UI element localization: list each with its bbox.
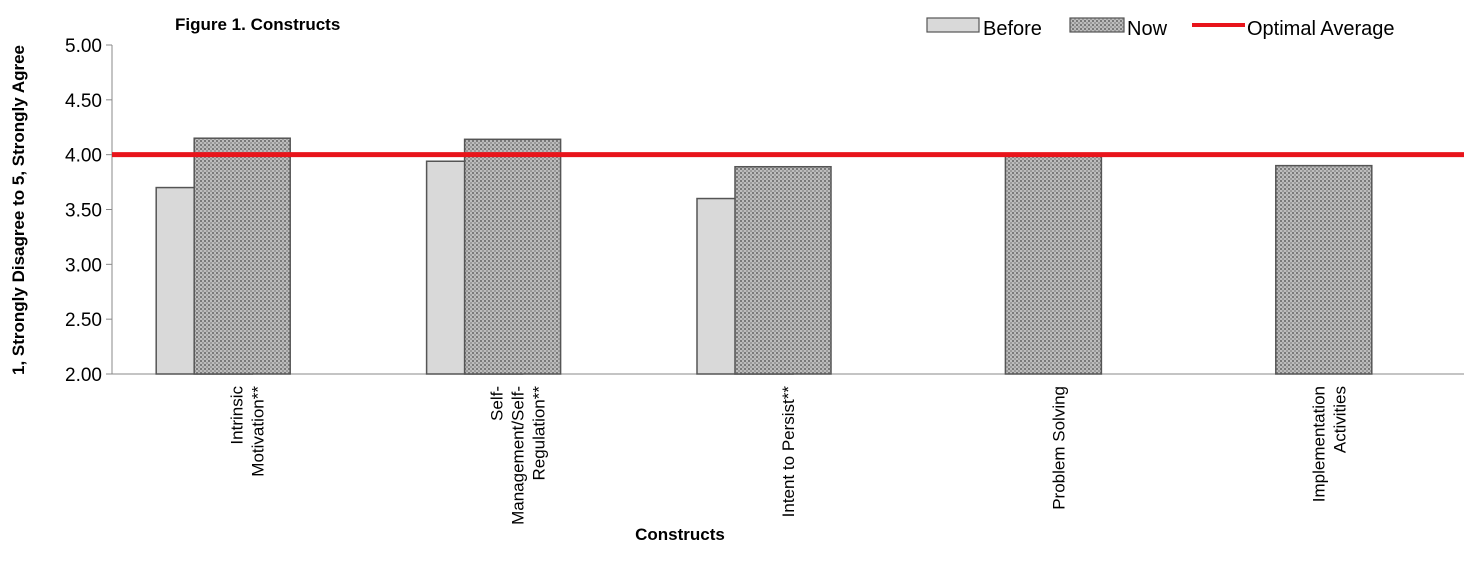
axes: 2.00 2.50 3.00 3.50 4.00 4.50 5.00 (65, 36, 1464, 386)
x-axis-title: Constructs (635, 525, 725, 544)
category-label-line: Intent to Persist** (779, 386, 798, 518)
bars (155, 137, 1373, 375)
y-tick-label: 2.00 (65, 365, 102, 386)
y-tick-label: 2.50 (65, 310, 102, 331)
category-label-line: Self- (488, 386, 507, 421)
legend-swatch-now (1069, 17, 1125, 33)
y-tick-label: 3.50 (65, 201, 102, 222)
bar-now (734, 165, 832, 375)
category-label-line: Implementation (1309, 386, 1328, 502)
y-tick-label: 3.00 (65, 255, 102, 276)
chart-title: Figure 1. Constructs (175, 15, 340, 34)
category-label-line: Problem Solving (1049, 386, 1068, 510)
legend-label-now: Now (1127, 18, 1168, 40)
category-label: Intrinsic Motivation** (228, 386, 268, 477)
category-label: Problem Solving (1049, 386, 1068, 510)
category-label: Intent to Persist** (779, 386, 798, 518)
category-label-line: Activities (1330, 386, 1349, 453)
category-label: Self- Management/Self- Regulation** (488, 386, 549, 525)
y-tick-label: 4.00 (65, 146, 102, 167)
y-axis-title: 1, Strongly Disagree to 5, Strongly Agre… (9, 45, 28, 375)
legend-label-before: Before (983, 18, 1042, 40)
bar-now (193, 137, 291, 375)
bar-now (1275, 164, 1373, 375)
category-labels: Intrinsic Motivation** Self- Management/Sel… (228, 386, 1350, 525)
category-label-line: Regulation** (530, 386, 549, 481)
category-label-line: Motivation** (249, 386, 268, 477)
legend: Before Now Optimal Average (926, 17, 1395, 40)
legend-label-optimal: Optimal Average (1247, 18, 1395, 40)
category-label: Implementation Activities (1309, 386, 1349, 502)
y-tick-label: 4.50 (65, 91, 102, 112)
category-label-line: Management/Self- (509, 386, 528, 525)
bar-now (463, 138, 562, 375)
y-tick-label: 5.00 (65, 36, 102, 57)
category-label-line: Intrinsic (228, 386, 247, 445)
bar-now (1004, 153, 1103, 375)
legend-swatch-before (926, 17, 980, 33)
